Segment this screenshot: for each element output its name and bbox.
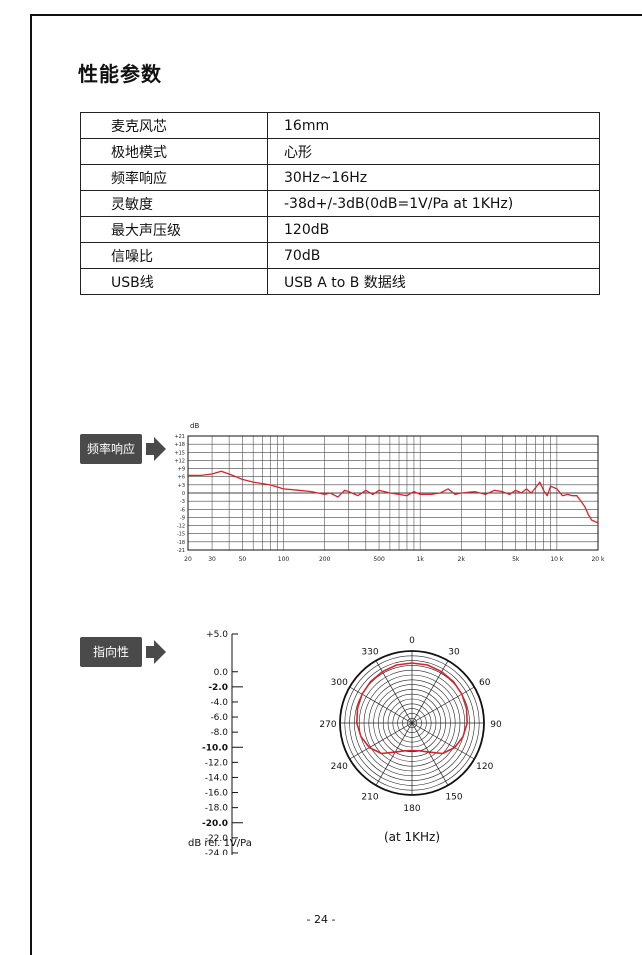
scale-label: -18.0 [205, 804, 229, 814]
x-tick-label: 30 [208, 556, 216, 563]
x-tick-label: 10 k [550, 556, 564, 563]
table-row: 频率响应 30Hz~16Hz [80, 164, 600, 191]
y-tick-label: +3 [178, 483, 185, 489]
scale-label: -2.0 [208, 683, 228, 693]
spec-label: 麦克风芯 [80, 112, 268, 139]
scale-label: -4.0 [210, 698, 228, 708]
x-tick-label: 20 [184, 556, 192, 563]
x-tick-label: 200 [319, 556, 331, 563]
x-tick-label: 50 [239, 556, 247, 563]
angle-label: 0 [409, 636, 415, 646]
scale-unit-label: dB rel. 1V/Pa [188, 838, 252, 849]
scale-label: -14.0 [205, 773, 229, 783]
spec-label: 信噪比 [80, 242, 268, 269]
table-row: 灵敏度 -38d+/-3dB(0dB=1V/Pa at 1KHz) [80, 190, 600, 217]
polar-pattern-chart: 0 30 60 90 120 150 180 210 240 270 300 330 (at 1KHz) [319, 636, 502, 844]
y-tick-label: 0 [182, 491, 185, 497]
y-tick-label: -15 [177, 532, 185, 538]
x-tick-label: 100 [278, 556, 290, 563]
spec-label: 灵敏度 [80, 190, 268, 217]
scale-label: -10.0 [202, 743, 228, 753]
angle-label: 180 [403, 804, 420, 814]
polar-pattern-tag: 指向性 [80, 637, 142, 667]
x-tick-label: 2k [458, 556, 466, 563]
page-title: 性能参数 [78, 62, 162, 86]
page-frame [30, 14, 642, 955]
table-row: 极地模式 心形 [80, 138, 600, 165]
scale-label: -22.0 [205, 834, 229, 844]
spec-label: USB线 [80, 268, 268, 295]
angle-label: 300 [331, 678, 348, 688]
scale-label: 0.0 [214, 668, 229, 678]
scale-label: -6.0 [210, 713, 228, 723]
scale-label: +5.0 [206, 630, 228, 640]
y-tick-label: -6 [180, 507, 185, 513]
x-tick-label: 20 k [591, 556, 605, 563]
db-scale-legend: +5.0 0.0 -2.0 -4.0 -6.0 -8.0 -10.0 -12.0 -14.0 -1… [188, 630, 252, 855]
angle-label: 120 [476, 762, 493, 772]
spec-label: 最大声压级 [80, 216, 268, 243]
spec-value: 30Hz~16Hz [267, 164, 600, 191]
arrow-right-icon [146, 640, 166, 664]
y-tick-label: +15 [174, 450, 185, 456]
angle-label: 210 [361, 793, 378, 803]
spec-value: -38d+/-3dB(0dB=1V/Pa at 1KHz) [267, 190, 600, 217]
x-tick-label: 5k [512, 556, 520, 563]
table-row: USB线 USB A to B 数据线 [80, 268, 600, 295]
angle-label: 330 [361, 647, 378, 657]
scale-label: -8.0 [210, 728, 228, 738]
page-number: - 24 - [306, 913, 336, 926]
angle-label: 90 [490, 720, 502, 730]
y-axis-label: dB [190, 422, 199, 430]
y-tick-label: -18 [177, 540, 185, 546]
polar-caption: (at 1KHz) [384, 830, 440, 844]
scale-label: -16.0 [205, 789, 229, 799]
spec-label: 频率响应 [80, 164, 268, 191]
y-tick-label: -12 [177, 524, 185, 530]
y-tick-label: +6 [178, 475, 185, 481]
spec-value: 70dB [267, 242, 600, 269]
spec-table: 麦克风芯 16mm 极地模式 心形 频率响应 30Hz~16Hz 灵敏度 -38d+/-3dB… [80, 112, 600, 295]
spec-value: 16mm [267, 112, 600, 139]
y-tick-label: -21 [177, 548, 185, 554]
table-row: 信噪比 70dB [80, 242, 600, 269]
angle-label: 270 [319, 720, 336, 730]
spec-value: USB A to B 数据线 [267, 268, 600, 295]
freq-response-tag: 频率响应 [80, 434, 142, 464]
y-tick-label: +9 [178, 467, 185, 473]
y-tick-label: -9 [180, 515, 185, 521]
x-tick-label: 1k [417, 556, 425, 563]
y-tick-label: +18 [174, 442, 185, 448]
y-tick-label: +12 [174, 458, 185, 464]
table-row: 最大声压级 120dB [80, 216, 600, 243]
y-tick-label: -3 [180, 499, 185, 505]
scale-label: -20.0 [202, 819, 228, 829]
spec-value: 120dB [267, 216, 600, 243]
angle-label: 240 [331, 762, 348, 772]
angle-label: 30 [448, 647, 460, 657]
plot-frame [187, 435, 599, 551]
arrow-right-icon [146, 437, 166, 461]
spec-value: 心形 [267, 138, 600, 165]
polar-spoke [375, 660, 449, 786]
angle-label: 60 [479, 678, 491, 688]
table-row: 麦克风芯 16mm [80, 112, 600, 139]
angle-label: 150 [445, 793, 462, 803]
response-curve [188, 470, 599, 524]
y-tick-label: +21 [174, 434, 185, 440]
x-tick-label: 500 [373, 556, 385, 563]
polar-curve [355, 662, 468, 755]
scale-label: -12.0 [205, 758, 229, 768]
frequency-response-chart: dB +21 +18 +15 +12 +9 +6 +3 0 -3 -6 -9 -12 -15 -18 -21 2… [174, 422, 605, 563]
scale-label: -24.0 [205, 849, 229, 855]
spec-label: 极地模式 [80, 138, 268, 165]
